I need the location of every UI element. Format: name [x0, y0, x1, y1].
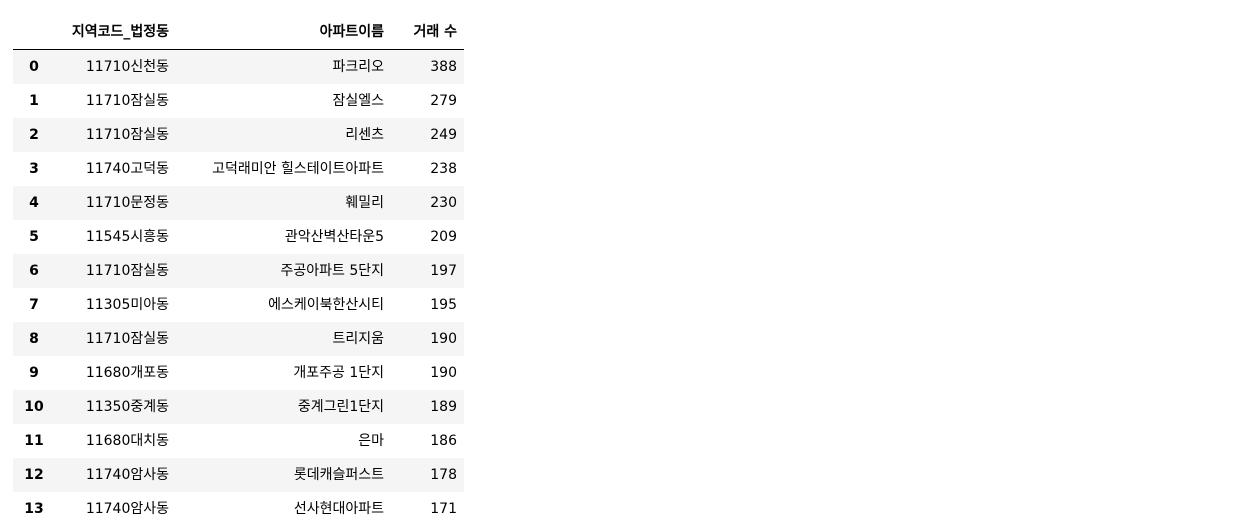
row-index: 12 — [13, 458, 55, 492]
table-row: 13 11740암사동 선사현대아파트 171 — [13, 492, 464, 526]
cell-region: 11680개포동 — [55, 356, 170, 390]
table-row: 5 11545시흥동 관악산벽산타운5 209 — [13, 220, 464, 254]
cell-region: 11740고덕동 — [55, 152, 170, 186]
table-row: 12 11740암사동 롯데캐슬퍼스트 178 — [13, 458, 464, 492]
dataframe-output: 지역코드_법정동 아파트이름 거래 수 0 11710신천동 파크리오 388 … — [13, 14, 464, 526]
row-index: 0 — [13, 50, 55, 85]
cell-apartment: 훼밀리 — [170, 186, 384, 220]
cell-region: 11710잠실동 — [55, 118, 170, 152]
cell-count: 178 — [384, 458, 464, 492]
row-index: 6 — [13, 254, 55, 288]
cell-count: 190 — [384, 322, 464, 356]
cell-apartment: 선사현대아파트 — [170, 492, 384, 526]
table-row: 7 11305미아동 에스케이북한산시티 195 — [13, 288, 464, 322]
cell-count: 186 — [384, 424, 464, 458]
column-header-count: 거래 수 — [384, 14, 464, 50]
table-row: 11 11680대치동 은마 186 — [13, 424, 464, 458]
cell-count: 388 — [384, 50, 464, 85]
cell-apartment: 에스케이북한산시티 — [170, 288, 384, 322]
cell-apartment: 주공아파트 5단지 — [170, 254, 384, 288]
cell-apartment: 파크리오 — [170, 50, 384, 85]
cell-region: 11740암사동 — [55, 492, 170, 526]
cell-count: 197 — [384, 254, 464, 288]
cell-apartment: 고덕래미안 힐스테이트아파트 — [170, 152, 384, 186]
row-index: 5 — [13, 220, 55, 254]
row-index: 9 — [13, 356, 55, 390]
cell-apartment: 중계그린1단지 — [170, 390, 384, 424]
table-row: 10 11350중계동 중계그린1단지 189 — [13, 390, 464, 424]
cell-region: 11710잠실동 — [55, 254, 170, 288]
row-index: 4 — [13, 186, 55, 220]
cell-count: 189 — [384, 390, 464, 424]
table-row: 8 11710잠실동 트리지움 190 — [13, 322, 464, 356]
cell-region: 11710잠실동 — [55, 322, 170, 356]
table-row: 6 11710잠실동 주공아파트 5단지 197 — [13, 254, 464, 288]
cell-region: 11710잠실동 — [55, 84, 170, 118]
table-row: 4 11710문정동 훼밀리 230 — [13, 186, 464, 220]
cell-region: 11305미아동 — [55, 288, 170, 322]
row-index: 8 — [13, 322, 55, 356]
dataframe-table: 지역코드_법정동 아파트이름 거래 수 0 11710신천동 파크리오 388 … — [13, 14, 464, 526]
cell-region: 11350중계동 — [55, 390, 170, 424]
table-row: 2 11710잠실동 리센츠 249 — [13, 118, 464, 152]
row-index: 13 — [13, 492, 55, 526]
table-row: 9 11680개포동 개포주공 1단지 190 — [13, 356, 464, 390]
cell-apartment: 잠실엘스 — [170, 84, 384, 118]
cell-apartment: 은마 — [170, 424, 384, 458]
cell-region: 11710문정동 — [55, 186, 170, 220]
cell-count: 195 — [384, 288, 464, 322]
row-index: 2 — [13, 118, 55, 152]
cell-count: 190 — [384, 356, 464, 390]
cell-count: 171 — [384, 492, 464, 526]
row-index: 10 — [13, 390, 55, 424]
table-row: 3 11740고덕동 고덕래미안 힐스테이트아파트 238 — [13, 152, 464, 186]
cell-region: 11710신천동 — [55, 50, 170, 85]
table-row: 0 11710신천동 파크리오 388 — [13, 50, 464, 85]
row-index: 1 — [13, 84, 55, 118]
cell-count: 209 — [384, 220, 464, 254]
cell-region: 11545시흥동 — [55, 220, 170, 254]
row-index: 7 — [13, 288, 55, 322]
cell-count: 230 — [384, 186, 464, 220]
table-row: 1 11710잠실동 잠실엘스 279 — [13, 84, 464, 118]
cell-region: 11680대치동 — [55, 424, 170, 458]
cell-apartment: 관악산벽산타운5 — [170, 220, 384, 254]
row-index: 3 — [13, 152, 55, 186]
column-header-apartment: 아파트이름 — [170, 14, 384, 50]
cell-apartment: 트리지움 — [170, 322, 384, 356]
table-header-row: 지역코드_법정동 아파트이름 거래 수 — [13, 14, 464, 50]
cell-count: 249 — [384, 118, 464, 152]
row-index: 11 — [13, 424, 55, 458]
cell-region: 11740암사동 — [55, 458, 170, 492]
table-body: 0 11710신천동 파크리오 388 1 11710잠실동 잠실엘스 2 7 9 … — [13, 50, 464, 526]
cell-apartment: 롯데캐슬퍼스트 — [170, 458, 384, 492]
cell-apartment: 리센츠 — [170, 118, 384, 152]
index-header — [13, 14, 55, 50]
column-header-region: 지역코드_법정동 — [55, 14, 170, 50]
cell-count: 279 — [384, 84, 464, 118]
cell-apartment: 개포주공 1단지 — [170, 356, 384, 390]
cell-count: 238 — [384, 152, 464, 186]
